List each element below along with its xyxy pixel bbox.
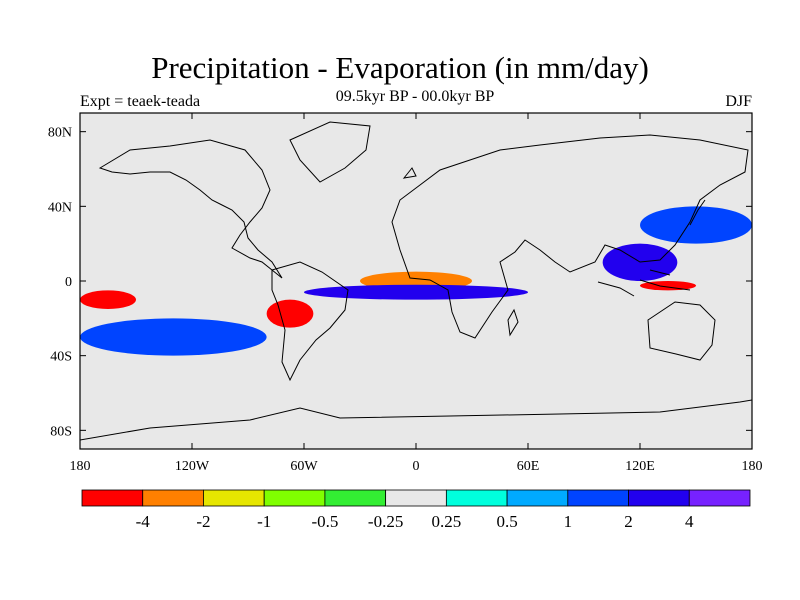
field-layer [80,206,752,356]
y-tick-label: 0 [65,275,72,290]
season-label: DJF [725,93,752,110]
colorbar-swatch [203,489,265,507]
x-tick-label: 120E [625,459,655,474]
x-axis: 180 120W 60W 0 60E 120E 180 [70,113,763,474]
colorbar-swatch [263,489,326,507]
experiment-label: Expt = teaek-teada [80,93,201,110]
field-region [80,290,136,309]
colorbar-swatch [445,489,508,507]
colorbar-swatch [628,489,690,507]
colorbar-label: -0.25 [368,512,403,531]
colorbar-label: 1 [564,512,573,531]
colorbar-swatch [324,489,387,507]
colorbar-swatch [688,489,751,507]
y-tick-label: 80S [50,424,72,439]
x-tick-label: 180 [742,459,763,474]
y-tick-label: 80N [48,126,72,141]
y-axis: 80N 40N 0 40S 80S [48,126,752,439]
y-tick-label: 40N [48,200,72,215]
page-title: Precipitation - Evaporation (in mm/day) [151,50,649,85]
colorbar-label: 2 [624,512,633,531]
colorbar-swatch [385,489,447,507]
x-tick-label: 120W [175,459,210,474]
colorbar-swatch [567,489,629,507]
colorbar-label: -4 [136,512,151,531]
field-region [266,299,314,328]
field-region [80,318,267,356]
colorbar-swatch [506,489,569,507]
field-region [304,284,528,300]
colorbar-label: 0.5 [496,512,517,531]
x-tick-label: 60W [290,459,318,474]
x-tick-label: 60E [517,459,540,474]
colorbar-swatch [142,489,204,507]
subtitle: 09.5kyr BP - 00.0kyr BP [335,88,495,105]
colorbar-label: 0.25 [431,512,461,531]
colorbar-label: -0.5 [311,512,338,531]
colorbar-swatch [81,489,144,507]
x-tick-label: 180 [70,459,91,474]
colorbar-label: -1 [257,512,271,531]
field-region [640,206,752,244]
colorbar-label: 4 [685,512,694,531]
coastlines [80,121,752,441]
y-tick-label: 40S [50,350,72,365]
field-region [640,281,696,291]
x-tick-label: 0 [413,459,420,474]
colorbar-label: -2 [196,512,210,531]
colorbar: -4 -2 -1 -0.5 -0.25 0.25 0.5 1 2 4 [81,489,751,531]
